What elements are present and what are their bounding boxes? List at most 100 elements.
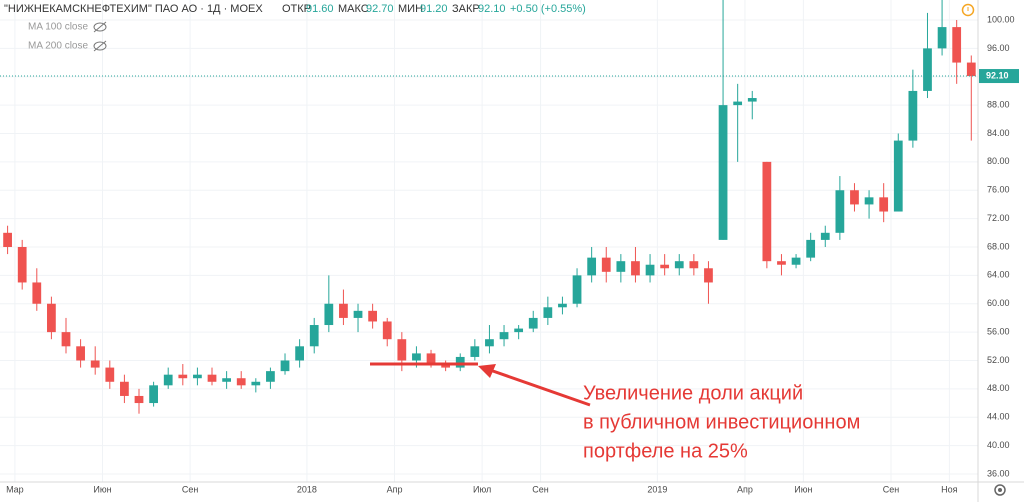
y-tick-label: 76.00 xyxy=(987,185,1010,195)
candle-body xyxy=(718,105,728,240)
annotation: в публичном инвестиционном xyxy=(583,411,860,433)
x-tick-label: 2019 xyxy=(647,484,667,494)
ohlc-legend: ОТКР 91.60 МАКС 92.70 МИН 91.20 ЗАКР 92.… xyxy=(282,3,586,15)
y-tick-label: 68.00 xyxy=(987,241,1010,251)
y-tick-label: 60.00 xyxy=(987,298,1010,308)
candle-body xyxy=(747,98,757,102)
candle-body xyxy=(631,261,640,276)
candle-body xyxy=(674,261,684,269)
candle-body xyxy=(236,378,246,386)
candle-body xyxy=(61,332,71,347)
candle-body xyxy=(543,307,553,318)
candle-body xyxy=(485,339,494,347)
candle-body xyxy=(149,385,158,404)
candle-body xyxy=(514,328,524,333)
low-label: МИН xyxy=(398,3,423,15)
candle-body xyxy=(134,395,144,404)
high-label: МАКС xyxy=(338,3,369,15)
x-tick-label: Мар xyxy=(6,484,24,494)
candle-body xyxy=(762,161,772,262)
candle-body xyxy=(353,310,363,318)
open-value: 91.60 xyxy=(306,3,334,15)
candle-body xyxy=(470,346,480,357)
candle-body xyxy=(806,239,816,258)
annotation: Увеличение доли акций xyxy=(583,382,803,404)
candle-body xyxy=(295,346,305,361)
candle-body xyxy=(426,353,436,365)
x-tick-label: Сен xyxy=(532,484,549,494)
indicator[interactable]: MA 100 close xyxy=(28,22,88,33)
y-tick-label: 44.00 xyxy=(987,412,1010,422)
candle-body xyxy=(645,264,655,276)
y-tick-label: 96.00 xyxy=(987,43,1010,53)
candle-body xyxy=(558,303,567,308)
candle-body xyxy=(90,360,100,368)
candle-body xyxy=(937,27,947,49)
annotation: портфеле на 25% xyxy=(583,440,748,462)
candle-body xyxy=(3,232,12,247)
candle-body xyxy=(163,374,173,386)
candle-body xyxy=(572,275,582,304)
candle-body xyxy=(441,364,451,368)
x-tick-label: Сен xyxy=(883,484,900,494)
settings-icon[interactable] xyxy=(994,484,1006,496)
candle-body xyxy=(528,317,538,329)
candle-body xyxy=(309,325,319,347)
candle-body xyxy=(777,261,786,265)
y-tick-label: 36.00 xyxy=(987,468,1010,478)
candle-body xyxy=(835,190,845,233)
candle-body xyxy=(908,90,918,141)
x-tick-label: Июн xyxy=(93,484,111,494)
candle-body xyxy=(923,48,932,91)
candle-body xyxy=(17,246,27,283)
last-price-box xyxy=(979,69,1019,84)
candle-body xyxy=(222,378,231,382)
x-tick-label: Ноя xyxy=(941,484,958,494)
candle-body xyxy=(120,381,129,396)
hide-icon[interactable] xyxy=(93,40,107,52)
x-tick-label: Июл xyxy=(473,484,491,494)
indicator[interactable]: MA 200 close xyxy=(28,41,88,52)
candle-body xyxy=(601,257,611,272)
candle-body xyxy=(879,197,889,212)
open-label: ОТКР xyxy=(282,3,311,15)
close-label: ЗАКР xyxy=(452,3,480,15)
candle-body xyxy=(893,140,903,212)
candle-body xyxy=(704,268,713,283)
candle-body xyxy=(791,257,801,265)
candle-body xyxy=(499,332,509,340)
symbol: "НИЖНЕКАМСКНЕФТЕХИМ" ПАО АО · 1Д · MOEX xyxy=(4,3,263,15)
candle-body xyxy=(820,232,830,240)
candles xyxy=(3,0,976,414)
last-price-label: 92.10 xyxy=(986,70,1009,80)
y-tick-label: 80.00 xyxy=(987,156,1010,166)
y-tick-label: 100.00 xyxy=(987,14,1015,24)
y-tick-label: 72.00 xyxy=(987,213,1010,223)
change-value: +0.50 (+0.55%) xyxy=(510,3,586,15)
candle-body xyxy=(339,303,348,318)
x-tick-label: Апр xyxy=(737,484,753,494)
hide-icon[interactable] xyxy=(93,21,107,33)
y-tick-label: 64.00 xyxy=(987,270,1010,280)
candle-body xyxy=(178,374,188,379)
candle-body xyxy=(966,62,976,77)
close-value: 92.10 xyxy=(478,3,506,15)
candle-body xyxy=(689,261,699,269)
candle-body xyxy=(47,303,56,333)
clock-icon[interactable] xyxy=(961,3,975,17)
candle-body xyxy=(733,101,743,106)
candle-body xyxy=(864,197,874,205)
candle-body xyxy=(193,374,202,379)
candle-body xyxy=(455,356,465,368)
candle-body xyxy=(105,367,115,382)
x-tick-label: 2018 xyxy=(297,484,317,494)
candle-body xyxy=(251,381,261,386)
y-tick-label: 84.00 xyxy=(987,128,1010,138)
arrow xyxy=(478,364,591,407)
y-tick-label: 48.00 xyxy=(987,383,1010,393)
candle-body xyxy=(382,321,392,340)
candle-body xyxy=(587,257,597,276)
candle-body xyxy=(850,190,859,205)
